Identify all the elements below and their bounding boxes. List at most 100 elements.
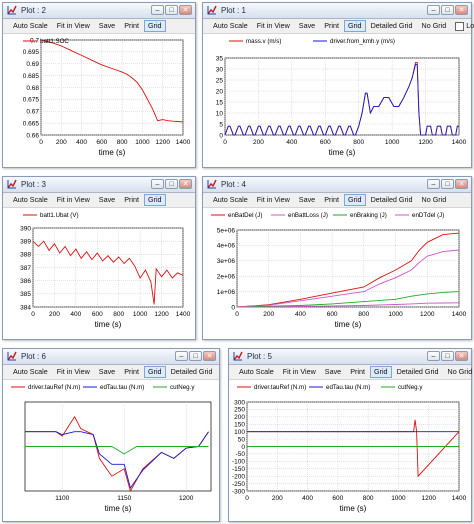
auto-scale-button[interactable]: Auto Scale <box>9 20 52 32</box>
grid-button[interactable]: Grid <box>343 20 366 32</box>
close-icon[interactable]: ✕ <box>455 351 468 361</box>
save-button[interactable]: Save <box>295 194 319 206</box>
x-tick-label: 1200 <box>420 311 435 318</box>
print-button[interactable]: Print <box>120 20 143 32</box>
print-button[interactable]: Print <box>346 366 369 378</box>
no-grid-button[interactable]: No Grid <box>418 20 451 32</box>
title-bar[interactable]: Plot : 1 – □ ✕ <box>203 3 471 19</box>
grid-button[interactable]: Grid <box>369 366 392 378</box>
minimize-icon[interactable]: – <box>151 179 164 189</box>
log-x-checkbox[interactable]: Log X <box>451 20 474 32</box>
series-line <box>224 64 459 136</box>
x-tick-label: 400 <box>302 495 313 502</box>
auto-scale-button[interactable]: Auto Scale <box>9 366 52 378</box>
legend-entry: edTau.tau (N.m) <box>326 384 370 391</box>
detailed-grid-button[interactable]: Detailed Grid <box>367 194 417 206</box>
no-grid-button[interactable]: No Grid <box>444 366 474 378</box>
detailed-grid-button[interactable]: Detailed Grid <box>167 366 217 378</box>
minimize-icon[interactable]: – <box>175 351 188 361</box>
checkbox-icon[interactable] <box>455 21 465 31</box>
save-button[interactable]: Save <box>321 366 345 378</box>
maximize-icon[interactable]: □ <box>441 5 454 15</box>
chart-plot4: 0 200 400 600 800 1000 1200 1400 5e+06 4e+06 3e+06… <box>211 212 467 329</box>
close-icon[interactable]: ✕ <box>455 179 468 189</box>
toolbar-label: Fit in View <box>256 21 290 30</box>
grid-button[interactable]: Grid <box>143 194 166 206</box>
x-tick-label: 1400 <box>452 311 467 318</box>
save-button[interactable]: Save <box>95 366 119 378</box>
fit-in-view-button[interactable]: Fit in View <box>53 194 94 206</box>
legend-entry: enBatDel (J) <box>228 212 262 219</box>
save-button[interactable]: Save <box>95 20 119 32</box>
auto-scale-button[interactable]: Auto Scale <box>209 20 252 32</box>
plot-app-icon <box>207 179 217 189</box>
grid-button[interactable]: Grid <box>143 20 166 32</box>
minimize-icon[interactable]: – <box>427 351 440 361</box>
maximize-icon[interactable]: □ <box>165 179 178 189</box>
no-grid-button[interactable]: No Grid <box>418 194 451 206</box>
x-tick-label: 400 <box>295 311 306 318</box>
title-bar[interactable]: Plot : 2 – □ ✕ <box>3 3 195 19</box>
title-bar[interactable]: Plot : 5 – □ ✕ <box>229 349 471 365</box>
close-icon[interactable]: ✕ <box>179 179 192 189</box>
maximize-icon[interactable]: □ <box>441 351 454 361</box>
series-line <box>236 232 460 308</box>
x-tick-label: 1400 <box>452 139 467 146</box>
close-icon[interactable]: ✕ <box>203 351 216 361</box>
save-button[interactable]: Save <box>95 194 119 206</box>
x-tick-label: 1000 <box>391 495 406 502</box>
legend-entry: enDTdel (J) <box>412 212 444 219</box>
toolbar-label: Grid <box>147 21 162 30</box>
close-icon[interactable]: ✕ <box>179 5 192 15</box>
print-button[interactable]: Print <box>320 194 343 206</box>
maximize-icon[interactable]: □ <box>189 351 202 361</box>
grid-button[interactable]: Grid <box>343 194 366 206</box>
plot-window-plot3[interactable]: Plot : 3 – □ ✕ Auto Scale Fit in View Save… <box>2 176 196 340</box>
x-axis-label: time (s) <box>95 320 122 329</box>
fit-in-view-button[interactable]: Fit in View <box>279 366 320 378</box>
legend-entry: driver.tauRef (N.m) <box>28 384 80 391</box>
print-button[interactable]: Print <box>120 194 143 206</box>
plot-window-plot4[interactable]: Plot : 4 – □ ✕ Auto Scale Fit in View Save… <box>202 176 472 340</box>
maximize-icon[interactable]: □ <box>165 5 178 15</box>
auto-scale-button[interactable]: Auto Scale <box>235 366 278 378</box>
y-tick-label: 20 <box>216 88 224 95</box>
auto-scale-button[interactable]: Auto Scale <box>209 194 252 206</box>
toolbar-label: Auto Scale <box>213 195 248 204</box>
minimize-icon[interactable]: – <box>151 5 164 15</box>
series-line <box>236 302 460 308</box>
x-tick-label: 200 <box>253 139 264 146</box>
y-tick-label: 0 <box>241 444 245 451</box>
close-icon[interactable]: ✕ <box>455 5 468 15</box>
print-button[interactable]: Print <box>320 20 343 32</box>
x-axis-label: time (s) <box>99 148 126 157</box>
window-title: Plot : 4 <box>221 180 246 189</box>
plot-window-plot1[interactable]: Plot : 1 – □ ✕ Auto Scale Fit in View Save… <box>202 2 474 168</box>
y-tick-label: 100 <box>234 429 245 436</box>
y-tick-label: 0.66 <box>26 132 39 139</box>
fit-in-view-button[interactable]: Fit in View <box>253 194 294 206</box>
minimize-icon[interactable]: – <box>427 179 440 189</box>
title-bar[interactable]: Plot : 3 – □ ✕ <box>3 177 195 193</box>
detailed-grid-button[interactable]: Detailed Grid <box>393 366 443 378</box>
y-tick-label: -200 <box>232 473 245 480</box>
toolbar-label: Save <box>324 367 342 376</box>
fit-in-view-button[interactable]: Fit in View <box>53 20 94 32</box>
plot-window-plot2[interactable]: Plot : 2 – □ ✕ Auto Scale Fit in View Save… <box>2 2 196 168</box>
plot-window-plot5[interactable]: Plot : 5 – □ ✕ Auto Scale Fit in View Save… <box>228 348 472 522</box>
detailed-grid-button[interactable]: Detailed Grid <box>367 20 417 32</box>
minimize-icon[interactable]: – <box>427 5 440 15</box>
title-bar[interactable]: Plot : 6 – □ ✕ <box>3 349 219 365</box>
x-axis-label: time (s) <box>329 148 356 157</box>
fit-in-view-button[interactable]: Fit in View <box>53 366 94 378</box>
maximize-icon[interactable]: □ <box>441 179 454 189</box>
auto-scale-button[interactable]: Auto Scale <box>9 194 52 206</box>
toolbar-label: Print <box>324 195 339 204</box>
title-bar[interactable]: Plot : 4 – □ ✕ <box>203 177 471 193</box>
grid-button[interactable]: Grid <box>143 366 166 378</box>
plot-window-plot6[interactable]: Plot : 6 – □ ✕ Auto Scale Fit in View Save… <box>2 348 220 522</box>
save-button[interactable]: Save <box>295 20 319 32</box>
plot-app-icon <box>233 351 243 361</box>
print-button[interactable]: Print <box>120 366 143 378</box>
fit-in-view-button[interactable]: Fit in View <box>253 20 294 32</box>
